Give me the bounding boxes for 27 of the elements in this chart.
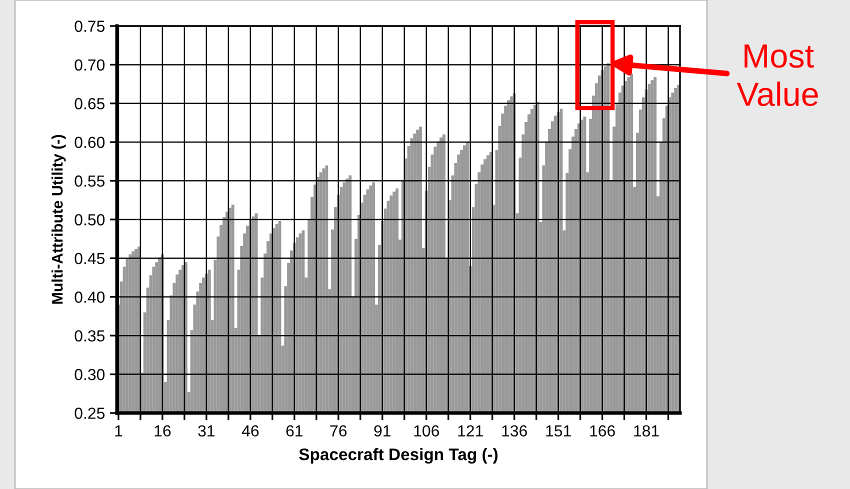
x-tick-label: 166: [590, 425, 615, 437]
x-tick-label: 91: [374, 425, 390, 437]
x-tick-label: 181: [634, 425, 659, 437]
y-axis-title: Multi-Attribute Utility (-): [52, 134, 66, 304]
y-tick-label: 0.70: [74, 59, 105, 71]
x-tick-label: 31: [198, 425, 215, 437]
y-tick-label: 0.75: [74, 20, 105, 32]
x-tick-label: 106: [414, 425, 439, 437]
y-tick-label: 0.25: [74, 408, 105, 419]
y-tick-label: 0.60: [74, 136, 105, 148]
x-tick-label: 46: [242, 425, 259, 437]
y-tick-label: 0.30: [74, 368, 105, 380]
y-tick-label: 0.50: [74, 214, 105, 226]
y-tick-label: 0.65: [74, 98, 105, 110]
annotation: Most Value: [736, 44, 818, 106]
x-tick-label: 151: [546, 425, 571, 437]
x-tick-label: 1: [115, 425, 122, 436]
x-tick-label: 136: [502, 425, 527, 437]
y-tick-label: 0.55: [74, 175, 105, 187]
x-tick-label: 16: [154, 425, 171, 437]
y-tick-label: 0.40: [74, 292, 105, 303]
x-tick-label: 76: [330, 425, 347, 437]
y-tick-label: 0.35: [74, 330, 105, 342]
x-tick-label: 121: [458, 425, 483, 436]
x-axis-title: Spacecraft Design Tag (-): [299, 448, 498, 464]
x-tick-label: 61: [286, 425, 303, 437]
y-tick-label: 0.45: [74, 252, 105, 264]
